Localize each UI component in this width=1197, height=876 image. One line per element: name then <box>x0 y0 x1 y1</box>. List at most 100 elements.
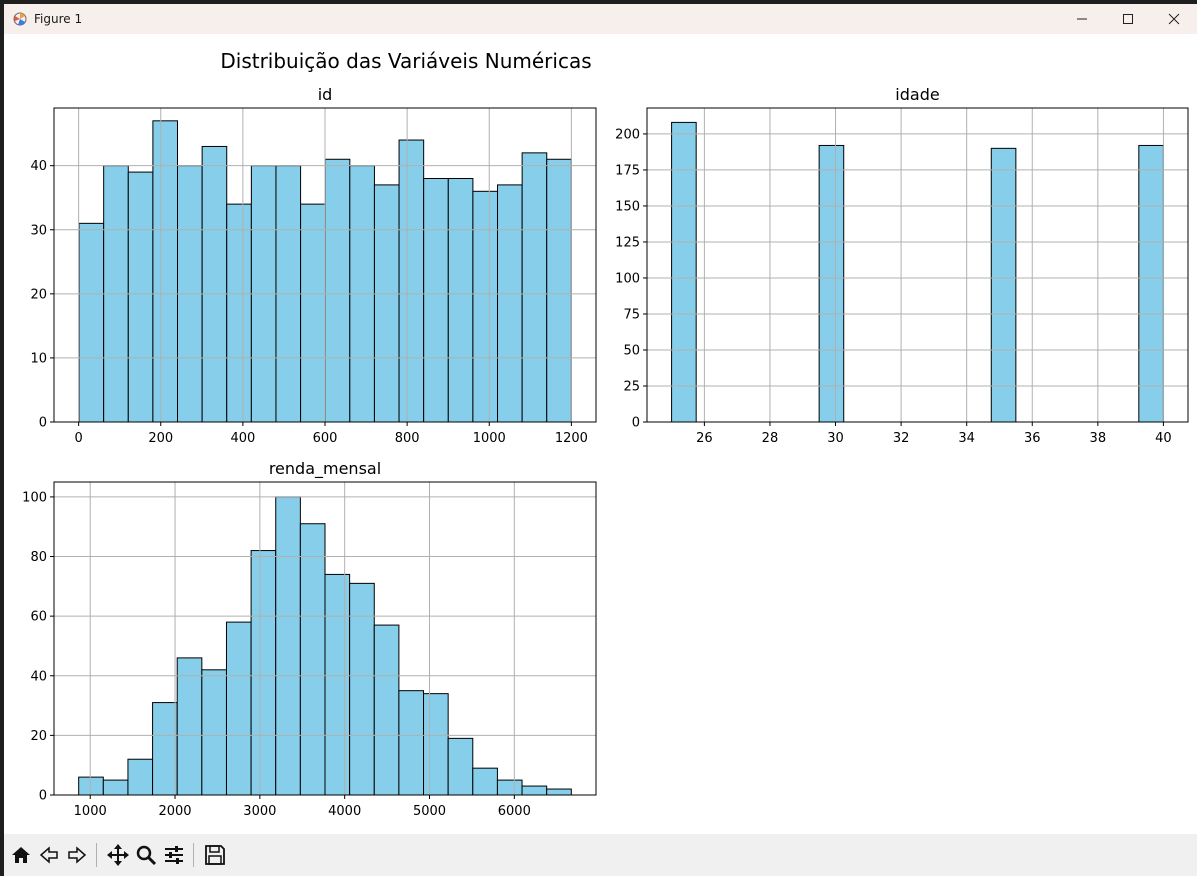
x-tick-label: 2000 <box>158 804 191 819</box>
maximize-button[interactable] <box>1105 4 1151 34</box>
histogram-bar <box>300 203 326 423</box>
histogram-bar <box>546 788 572 796</box>
x-tick-label: 1200 <box>555 431 588 446</box>
x-tick-label: 26 <box>696 431 713 446</box>
histogram-bar <box>472 190 499 423</box>
toolbar-separator <box>96 843 97 867</box>
back-icon <box>39 846 58 864</box>
figure-suptitle: Distribuição das Variáveis Numéricas <box>220 49 591 73</box>
histogram-bar <box>990 147 1017 423</box>
histogram-bar <box>78 776 104 796</box>
histogram-bar <box>447 177 474 423</box>
histogram-bar <box>447 737 474 796</box>
histogram-bar <box>226 203 252 423</box>
y-tick-label: 40 <box>30 159 47 174</box>
subplot-0: 0 200 400 600 800 1000 1200 0 10 20 30 40 id <box>30 85 597 446</box>
zoom-icon <box>136 845 157 866</box>
histogram-bar <box>324 158 351 423</box>
forward-button[interactable] <box>64 842 90 868</box>
y-tick-label: 200 <box>615 127 640 142</box>
y-tick-label: 20 <box>30 729 47 744</box>
figure-window: Figure 1 Distribuição das Variáveis Numé… <box>4 4 1197 876</box>
y-tick-label: 80 <box>30 550 47 565</box>
histogram-bar <box>521 152 548 423</box>
y-tick-label: 0 <box>632 416 640 431</box>
histogram-bar <box>176 657 203 796</box>
toolbar-separator <box>193 843 194 867</box>
histogram-bar <box>373 624 400 796</box>
histogram-bar <box>398 690 425 796</box>
title-bar: Figure 1 <box>4 4 1197 34</box>
save-button[interactable] <box>202 842 228 868</box>
y-tick-label: 60 <box>30 610 47 625</box>
y-tick-label: 50 <box>623 343 640 358</box>
y-tick-label: 175 <box>615 163 640 178</box>
x-tick-label: 6000 <box>498 804 531 819</box>
histogram-bar <box>127 171 154 423</box>
x-tick-label: 0 <box>74 431 82 446</box>
histogram-bar <box>152 702 178 796</box>
maximize-icon <box>1123 14 1133 24</box>
x-tick-label: 32 <box>893 431 910 446</box>
y-tick-label: 30 <box>30 223 47 238</box>
y-tick-label: 25 <box>623 379 640 394</box>
histogram-bar <box>472 767 498 796</box>
histogram-bar <box>78 222 105 423</box>
histogram-bar <box>201 669 227 796</box>
save-icon <box>205 845 225 865</box>
subplot-title: renda_mensal <box>269 459 381 479</box>
pan-button[interactable] <box>105 842 131 868</box>
close-button[interactable] <box>1151 4 1197 34</box>
histogram-bar <box>250 550 277 796</box>
close-icon <box>1168 13 1180 25</box>
histogram-bar <box>497 184 523 423</box>
y-tick-label: 0 <box>39 416 47 431</box>
home-icon <box>12 847 30 863</box>
minimize-icon <box>1077 18 1087 20</box>
histogram-bar <box>275 496 301 796</box>
x-tick-label: 36 <box>1024 431 1041 446</box>
histogram-bar <box>127 758 154 796</box>
figure-canvas[interactable]: Distribuição das Variáveis Numéricas 0 20… <box>4 34 1197 834</box>
histogram-bar <box>349 582 375 796</box>
histogram-bar <box>299 523 326 796</box>
x-tick-label: 30 <box>827 431 844 446</box>
x-tick-label: 600 <box>313 431 338 446</box>
y-tick-label: 75 <box>623 307 640 322</box>
subplot-2: 1000 2000 3000 4000 5000 6000 0 20 40 60 80 100 rend… <box>22 459 597 819</box>
home-button[interactable] <box>8 842 34 868</box>
x-tick-label: 200 <box>148 431 173 446</box>
forward-icon <box>68 846 87 864</box>
x-tick-label: 28 <box>762 431 779 446</box>
matplotlib-app-icon <box>12 11 28 27</box>
zoom-button[interactable] <box>133 842 159 868</box>
minimize-button[interactable] <box>1059 4 1105 34</box>
subplot-1: 26 28 30 32 34 36 38 40 0 25 50 75 100 125 150 175 200 id… <box>615 85 1189 446</box>
configure-subplots-button[interactable] <box>161 842 187 868</box>
histogram-bar <box>373 184 400 423</box>
configure-subplots-icon <box>165 846 183 864</box>
x-tick-label: 4000 <box>328 804 361 819</box>
window-title: Figure 1 <box>34 12 83 26</box>
histogram-bar <box>521 785 548 796</box>
x-tick-label: 1000 <box>473 431 506 446</box>
histogram-bar <box>423 177 449 423</box>
y-tick-label: 125 <box>615 235 640 250</box>
x-tick-label: 5000 <box>413 804 446 819</box>
histogram-bar <box>102 779 129 796</box>
axes-frame <box>53 481 597 796</box>
y-tick-label: 100 <box>22 490 47 505</box>
histogram-bar <box>546 158 572 423</box>
histogram-bar <box>1138 144 1164 423</box>
histogram-bar <box>225 621 252 796</box>
x-tick-label: 3000 <box>243 804 276 819</box>
histogram-bar <box>324 573 351 796</box>
histogram-bar <box>496 779 523 796</box>
axes-frame <box>646 107 1189 423</box>
y-tick-label: 40 <box>30 669 47 684</box>
histogram-bar <box>398 139 425 423</box>
back-button[interactable] <box>36 842 62 868</box>
x-tick-label: 400 <box>230 431 255 446</box>
x-tick-label: 40 <box>1155 431 1172 446</box>
y-tick-label: 100 <box>615 271 640 286</box>
